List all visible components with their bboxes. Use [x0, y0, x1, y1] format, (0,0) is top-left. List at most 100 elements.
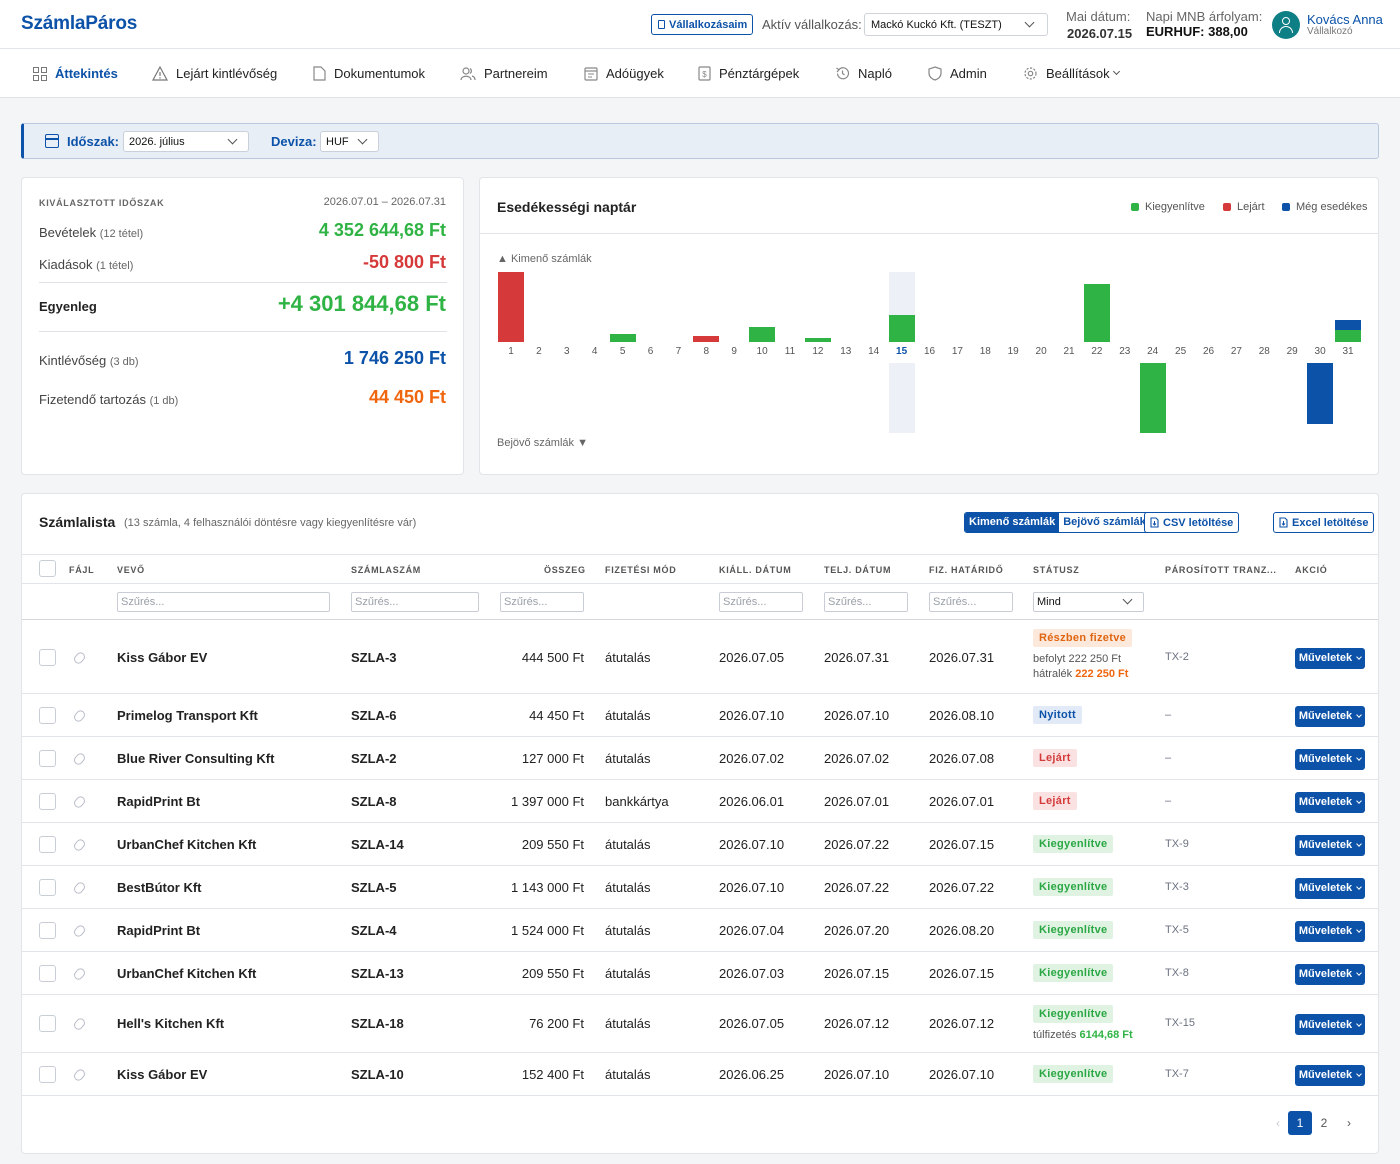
row-checkbox[interactable]	[39, 835, 56, 853]
attachment-icon[interactable]	[72, 966, 87, 981]
actions-button[interactable]: Műveletek	[1295, 834, 1365, 856]
invoice-number-cell[interactable]: SZLA-4	[351, 922, 397, 938]
invoice-number-cell[interactable]: SZLA-18	[351, 1016, 404, 1031]
page-button[interactable]: 2	[1320, 1116, 1328, 1130]
table-row[interactable]: Blue River Consulting Kft SZLA-2 127 000 F…	[22, 737, 1378, 780]
row-checkbox[interactable]	[39, 648, 56, 666]
col-header-matched-transaction[interactable]: PÁROSÍTOTT TRANZ...	[1165, 565, 1277, 575]
matched-transaction-cell[interactable]: TX-3	[1165, 880, 1189, 893]
active-business-select[interactable]: Mackó Kuckó Kft. (TESZT)	[864, 13, 1048, 36]
col-header-status[interactable]: STÁTUSZ	[1033, 565, 1080, 575]
toggle-incoming[interactable]: Bejövő számlák	[1059, 513, 1150, 532]
outgoing-bar-day-12[interactable]	[804, 338, 831, 342]
buyer-filter-input[interactable]: Szűrés...	[117, 592, 330, 612]
page-button[interactable]: 1	[1288, 1111, 1312, 1135]
invoice-number-cell[interactable]: SZLA-5	[351, 879, 397, 895]
invoice-number-cell[interactable]: SZLA-14	[351, 836, 404, 852]
attachment-icon[interactable]	[72, 708, 87, 723]
matched-transaction-cell[interactable]: –	[1165, 751, 1172, 764]
matched-transaction-cell[interactable]: TX-2	[1165, 650, 1189, 663]
outgoing-bar-day-31[interactable]	[1335, 330, 1361, 342]
col-header-payment-method[interactable]: FIZETÉSI MÓD	[605, 565, 677, 575]
app-logo[interactable]: SzámlaPáros	[21, 13, 138, 34]
toggle-outgoing[interactable]: Kimenő számlák	[965, 513, 1060, 532]
table-row[interactable]: RapidPrint Bt SZLA-4 1 524 000 Ft átutalás 2…	[22, 909, 1378, 952]
table-row[interactable]: Kiss Gábor EV SZLA-3 444 500 Ft átutalás 202…	[22, 621, 1378, 694]
matched-transaction-cell[interactable]: TX-15	[1165, 1017, 1195, 1029]
nav-item-admin[interactable]: Admin	[928, 49, 987, 98]
actions-button[interactable]: Műveletek	[1295, 920, 1365, 942]
actions-button[interactable]: Műveletek	[1295, 647, 1365, 669]
period-select[interactable]: 2026. július	[123, 131, 249, 152]
select-all-checkbox[interactable]	[39, 560, 56, 577]
nav-item-documents[interactable]: Dokumentumok	[313, 49, 425, 98]
performance-date-filter-input[interactable]: Szűrés...	[824, 592, 908, 612]
row-checkbox[interactable]	[39, 878, 56, 896]
nav-item-registers[interactable]: $ Pénztárgépek	[698, 49, 799, 98]
attachment-icon[interactable]	[72, 880, 87, 895]
row-checkbox[interactable]	[39, 1065, 56, 1083]
col-header-performance-date[interactable]: TELJ. DÁTUM	[824, 565, 892, 575]
matched-transaction-cell[interactable]: –	[1165, 708, 1172, 721]
invoice-number-cell[interactable]: SZLA-8	[351, 793, 397, 809]
table-row[interactable]: BestBútor Kft SZLA-5 1 143 000 Ft átutalás 2…	[22, 866, 1378, 909]
actions-button[interactable]: Műveletek	[1295, 791, 1365, 813]
due-date-filter-input[interactable]: Szűrés...	[929, 592, 1013, 612]
col-header-issue-date[interactable]: KIÁLL. DÁTUM	[719, 565, 792, 575]
issue-date-filter-input[interactable]: Szűrés...	[719, 592, 803, 612]
attachment-icon[interactable]	[72, 650, 87, 665]
businesses-button[interactable]: Vállalkozásaim	[651, 14, 754, 35]
invoice-number-cell[interactable]: SZLA-13	[351, 965, 404, 981]
nav-item-partners[interactable]: Partnereim	[460, 49, 548, 98]
actions-button[interactable]: Műveletek	[1295, 1064, 1365, 1086]
col-header-buyer[interactable]: VEVŐ	[117, 565, 145, 575]
attachment-icon[interactable]	[72, 794, 87, 809]
status-filter-select[interactable]: Mind	[1033, 592, 1144, 612]
row-checkbox[interactable]	[39, 1015, 56, 1032]
nav-item-overview[interactable]: Áttekintés	[33, 49, 118, 98]
avatar[interactable]	[1272, 11, 1300, 39]
actions-button[interactable]: Műveletek	[1295, 877, 1365, 899]
invoice-number-cell[interactable]: SZLA-6	[351, 707, 397, 723]
col-header-due-date[interactable]: FIZ. HATÁRIDŐ	[929, 565, 1004, 575]
table-row[interactable]: RapidPrint Bt SZLA-8 1 397 000 Ft bankkárty…	[22, 780, 1378, 823]
amount-filter-input[interactable]: Szűrés...	[500, 592, 584, 612]
actions-button[interactable]: Műveletek	[1295, 748, 1365, 770]
nav-item-tax[interactable]: Adóügyek	[584, 49, 664, 98]
matched-transaction-cell[interactable]: TX-5	[1165, 923, 1189, 936]
outgoing-bar-day-15[interactable]	[888, 315, 915, 342]
prev-page-button[interactable]: ‹	[1276, 1116, 1280, 1130]
attachment-icon[interactable]	[72, 923, 87, 938]
incoming-bar-day-24[interactable]	[1139, 363, 1166, 433]
outgoing-bar-day-31[interactable]	[1335, 320, 1361, 330]
matched-transaction-cell[interactable]: TX-8	[1165, 966, 1189, 979]
outgoing-bar-day-22[interactable]	[1083, 284, 1110, 342]
matched-transaction-cell[interactable]: TX-9	[1165, 837, 1189, 850]
row-checkbox[interactable]	[39, 792, 56, 810]
nav-item-settings[interactable]: Beállítások	[1023, 49, 1120, 98]
outgoing-bar-day-10[interactable]	[749, 327, 776, 342]
row-checkbox[interactable]	[39, 749, 56, 767]
table-row[interactable]: UrbanChef Kitchen Kft SZLA-13 209 550 Ft át…	[22, 952, 1378, 995]
table-row[interactable]: Kiss Gábor EV SZLA-10 152 400 Ft átutalás 20…	[22, 1053, 1378, 1096]
attachment-icon[interactable]	[72, 837, 87, 852]
next-page-button[interactable]: ›	[1347, 1116, 1351, 1130]
actions-button[interactable]: Műveletek	[1295, 1014, 1365, 1035]
row-checkbox[interactable]	[39, 921, 56, 939]
excel-download-button[interactable]: Excel letöltése	[1273, 512, 1375, 533]
col-header-amount[interactable]: ÖSSZEG	[544, 565, 586, 575]
currency-select[interactable]: HUF	[320, 131, 379, 152]
row-checkbox[interactable]	[39, 706, 56, 724]
invoice-number-cell[interactable]: SZLA-2	[351, 750, 397, 766]
actions-button[interactable]: Műveletek	[1295, 963, 1365, 985]
user-name[interactable]: Kovács Anna	[1307, 12, 1383, 27]
csv-download-button[interactable]: CSV letöltése	[1144, 512, 1240, 533]
nav-item-log[interactable]: Napló	[835, 49, 892, 98]
number-filter-input[interactable]: Szűrés...	[351, 592, 479, 612]
attachment-icon[interactable]	[72, 1067, 87, 1082]
actions-button[interactable]: Műveletek	[1295, 705, 1365, 727]
row-checkbox[interactable]	[39, 964, 56, 982]
matched-transaction-cell[interactable]: –	[1165, 794, 1172, 807]
matched-transaction-cell[interactable]: TX-7	[1165, 1067, 1189, 1080]
attachment-icon[interactable]	[72, 751, 87, 766]
